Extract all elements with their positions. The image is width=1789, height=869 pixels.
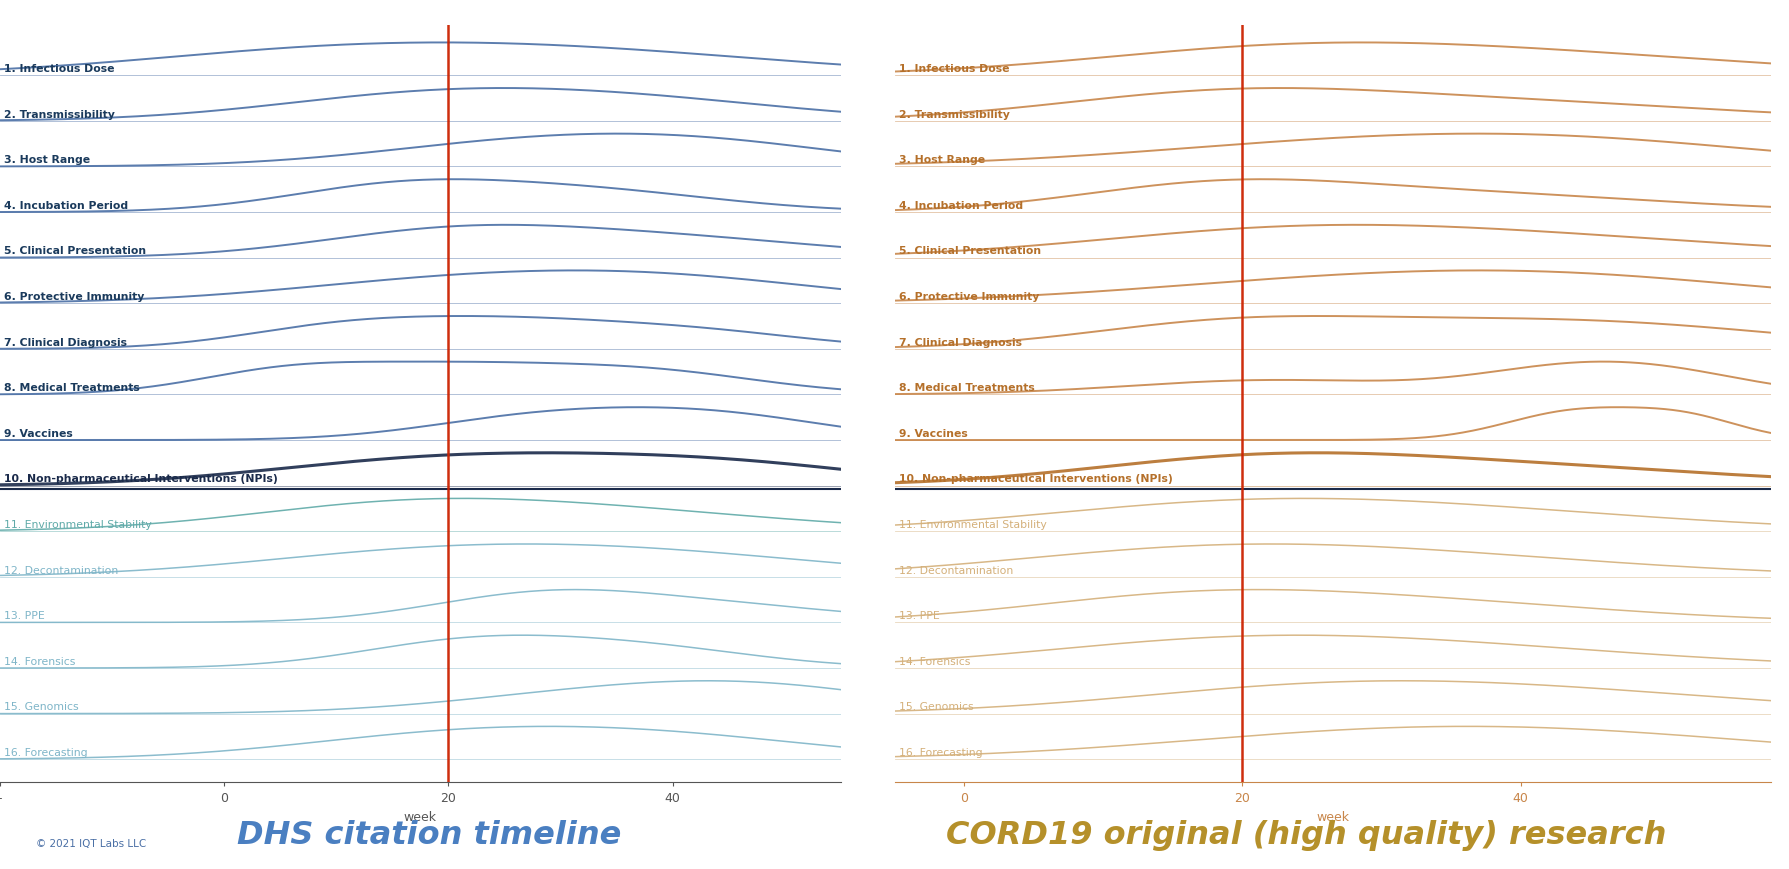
Text: 2. Transmissibility: 2. Transmissibility — [4, 109, 114, 119]
Text: 8. Medical Treatments: 8. Medical Treatments — [4, 382, 140, 393]
Text: 16. Forecasting: 16. Forecasting — [898, 747, 982, 757]
Text: 1. Infectious Dose: 1. Infectious Dose — [4, 64, 114, 74]
Text: 9. Vaccines: 9. Vaccines — [4, 428, 73, 438]
Text: 7. Clinical Diagnosis: 7. Clinical Diagnosis — [4, 337, 127, 347]
Text: 14. Forensics: 14. Forensics — [898, 656, 970, 666]
Text: 5. Clinical Presentation: 5. Clinical Presentation — [4, 246, 147, 256]
Text: 12. Decontamination: 12. Decontamination — [4, 565, 118, 575]
Text: 11. Environmental Stability: 11. Environmental Stability — [4, 520, 152, 529]
Text: 3. Host Range: 3. Host Range — [4, 155, 89, 165]
Text: 13. PPE: 13. PPE — [4, 610, 45, 620]
Text: 15. Genomics: 15. Genomics — [4, 701, 79, 712]
Text: 4. Incubation Period: 4. Incubation Period — [4, 201, 129, 210]
Text: 3. Host Range: 3. Host Range — [898, 155, 986, 165]
Text: 14. Forensics: 14. Forensics — [4, 656, 75, 666]
Text: 16. Forecasting: 16. Forecasting — [4, 747, 88, 757]
Text: 15. Genomics: 15. Genomics — [898, 701, 973, 712]
Text: © 2021 IQT Labs LLC: © 2021 IQT Labs LLC — [36, 838, 147, 848]
Text: 8. Medical Treatments: 8. Medical Treatments — [898, 382, 1034, 393]
Text: 9. Vaccines: 9. Vaccines — [898, 428, 968, 438]
Text: 7. Clinical Diagnosis: 7. Clinical Diagnosis — [898, 337, 1022, 347]
Text: 10. Non-pharmaceutical Interventions (NPIs): 10. Non-pharmaceutical Interventions (NP… — [4, 474, 277, 484]
Text: 1. Infectious Dose: 1. Infectious Dose — [898, 64, 1009, 74]
X-axis label: week: week — [404, 810, 437, 823]
Text: 11. Environmental Stability: 11. Environmental Stability — [898, 520, 1047, 529]
Text: 6. Protective Immunity: 6. Protective Immunity — [898, 292, 1039, 302]
Text: 4. Incubation Period: 4. Incubation Period — [898, 201, 1023, 210]
Text: CORD19 original (high quality) research: CORD19 original (high quality) research — [946, 819, 1666, 850]
Text: 13. PPE: 13. PPE — [898, 610, 939, 620]
Text: 12. Decontamination: 12. Decontamination — [898, 565, 1013, 575]
Text: DHS citation timeline: DHS citation timeline — [238, 819, 621, 850]
Text: 10. Non-pharmaceutical Interventions (NPIs): 10. Non-pharmaceutical Interventions (NP… — [898, 474, 1172, 484]
Text: 2. Transmissibility: 2. Transmissibility — [898, 109, 1009, 119]
Text: 6. Protective Immunity: 6. Protective Immunity — [4, 292, 145, 302]
Text: 5. Clinical Presentation: 5. Clinical Presentation — [898, 246, 1041, 256]
X-axis label: week: week — [1317, 810, 1349, 823]
